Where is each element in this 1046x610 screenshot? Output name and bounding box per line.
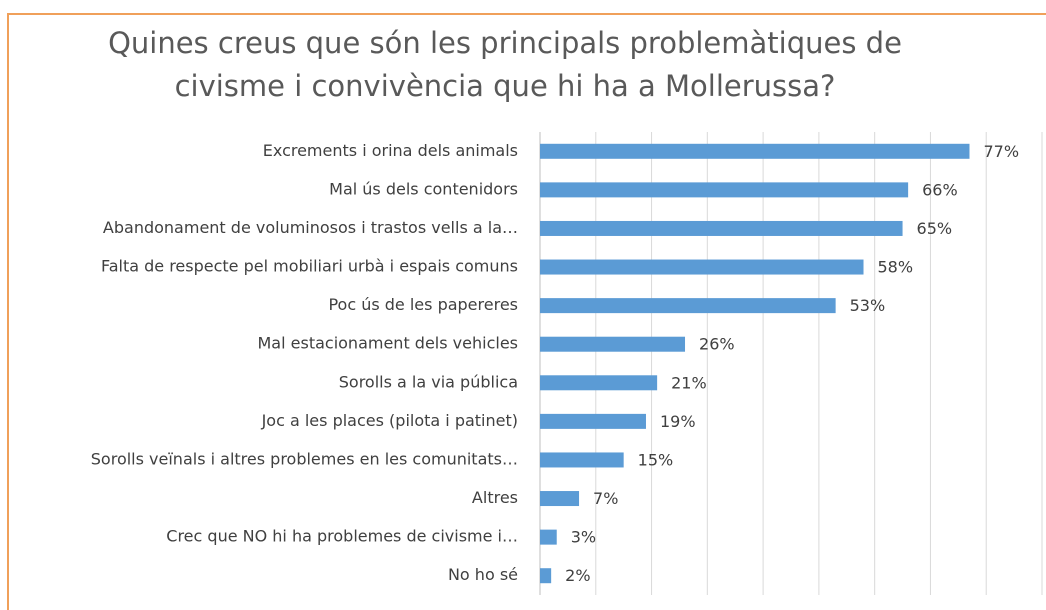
bar	[540, 336, 686, 352]
data-label: 66%	[922, 180, 958, 199]
chart-title: Quines creus que són les principals prob…	[108, 26, 902, 60]
y-tick-label: Crec que NO hi ha problemes de civisme i…	[166, 527, 518, 546]
bar	[540, 259, 864, 275]
data-label: 7%	[593, 489, 618, 508]
data-label: 65%	[917, 219, 953, 238]
data-label: 2%	[565, 566, 590, 585]
y-tick-label: Sorolls veïnals i altres problemes en le…	[91, 449, 518, 468]
data-label: 53%	[850, 296, 886, 315]
bar	[540, 298, 836, 314]
data-label: 58%	[878, 258, 914, 277]
frame	[7, 13, 1046, 610]
data-label: 3%	[571, 528, 596, 547]
bar	[540, 413, 646, 429]
y-tick-label: No ho sé	[448, 565, 518, 584]
y-tick-label: Abandonament de voluminosos i trastos ve…	[103, 218, 518, 237]
data-label: 19%	[660, 412, 696, 431]
bar	[540, 568, 552, 584]
bar	[540, 529, 557, 545]
y-tick-label: Mal ús dels contenidors	[329, 179, 518, 198]
bar	[540, 491, 580, 507]
bar	[540, 452, 624, 468]
data-label: 77%	[983, 142, 1019, 161]
bar	[540, 375, 658, 391]
bar	[540, 182, 909, 198]
chart-title: civisme i convivència que hi ha a Moller…	[175, 69, 836, 103]
bar	[540, 220, 903, 236]
y-tick-label: Altres	[472, 488, 518, 507]
y-tick-label: Falta de respecte pel mobiliari urbà i e…	[101, 257, 518, 276]
bar	[540, 143, 970, 159]
y-tick-label: Poc ús de les papereres	[328, 295, 518, 314]
data-label: 26%	[699, 335, 735, 354]
y-tick-label: Mal estacionament dels vehicles	[258, 334, 519, 353]
data-label: 21%	[671, 373, 707, 392]
y-tick-label: Excrements i orina dels animals	[263, 141, 518, 160]
data-label: 15%	[638, 450, 674, 469]
y-tick-label: Sorolls a la via pública	[339, 372, 518, 391]
y-tick-label: Joc a les places (pilota i patinet)	[261, 411, 518, 430]
